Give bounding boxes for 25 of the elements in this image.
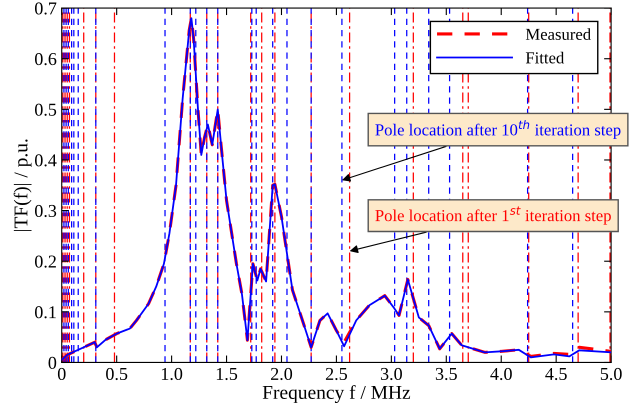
x-tick-label: 2.5 [326,368,347,380]
y-axis-title: |TF(f)| / p.u. [14,139,32,231]
y-tick-label: 0 [48,356,56,369]
x-tick-label: 0.5 [106,368,128,380]
annotation: Pole location after 1$^{st}$ iteration step [375,206,611,225]
x-tick-label: 2.0 [270,368,292,380]
x-tick-label: 3.5 [436,368,457,380]
y-tick-label: 0.5 [35,104,56,116]
y-tick-label: 0.2 [35,255,56,268]
y-tick-label: 0.1 [35,306,56,318]
x-tick-label: 1.0 [162,368,182,380]
legend-label: Measured [526,28,591,40]
x-tick-label: 0 [58,368,66,380]
x-tick-label: 4.0 [490,368,512,380]
x-axis-title: Frequency f / MHz [262,385,410,403]
x-tick-label: 4.5 [545,368,567,380]
y-tick-label: 0.6 [35,52,56,66]
x-tick-label: 3.0 [380,368,402,380]
x-tick-label: 1.5 [216,368,238,380]
y-tick-label: 0.4 [35,154,57,166]
annotation: Pole location after 10$^{th}$ iteration step [375,120,621,139]
x-tick-label: 5.0 [600,368,622,380]
y-tick-label: 0.3 [35,204,56,218]
legend-label: Fitted [526,52,564,64]
y-tick-label: 0.7 [35,2,56,15]
